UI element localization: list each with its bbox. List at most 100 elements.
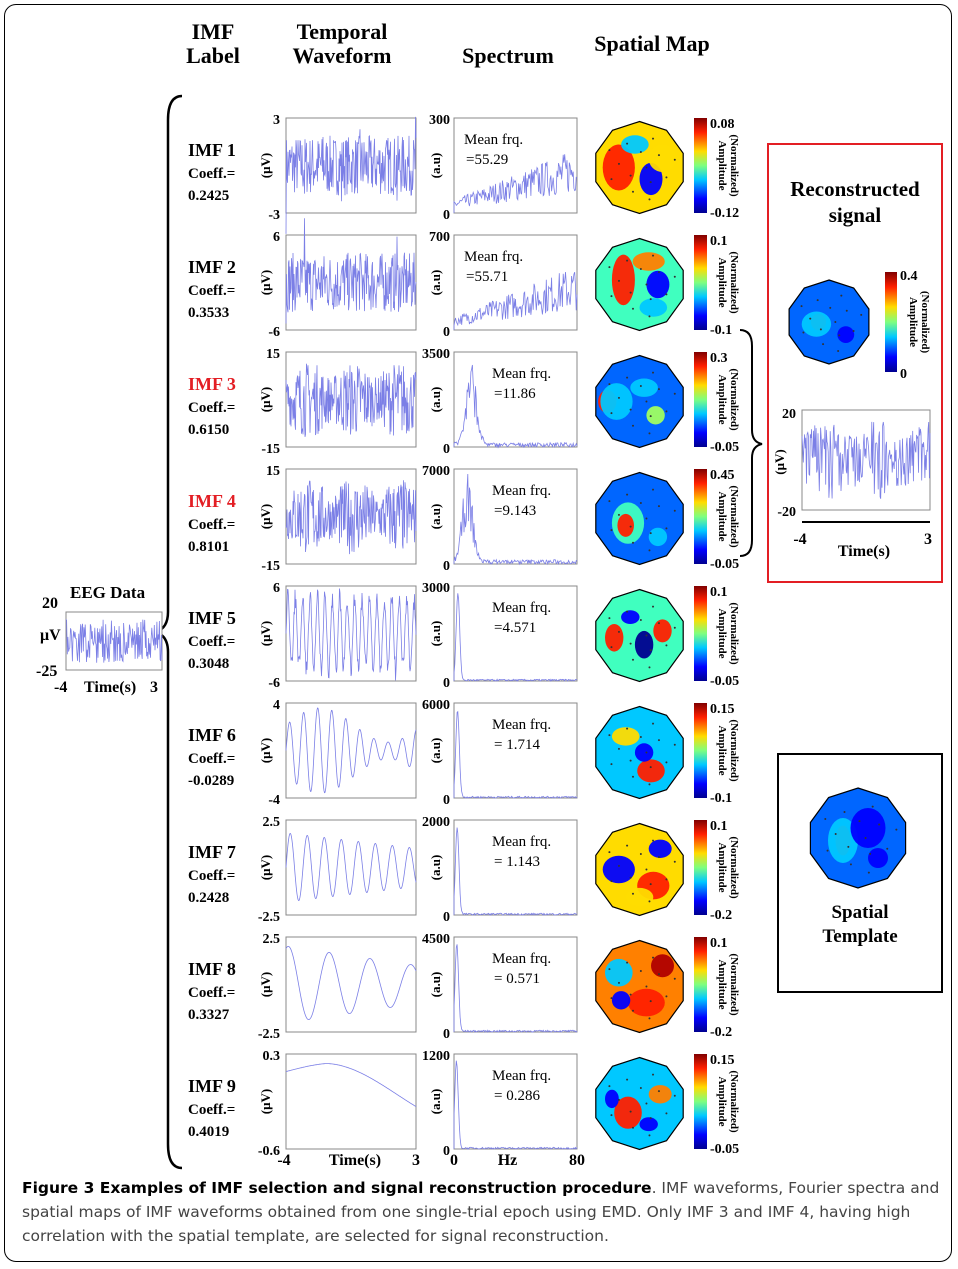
spectrum-box [453,585,578,682]
waveform-line [285,707,417,794]
colorbar-label: Amplitude [716,725,728,775]
imf-coeff-value: 0.8101 [188,539,229,555]
colorbar-min: -0.2 [710,1025,732,1040]
waveform-line [285,833,417,901]
reconstructed-cmin: 0 [900,367,907,382]
spectrum-unit: (a.u) [428,621,443,647]
imf-row: IMF 2 Coeff.= 0.3533 6 -6 (μV) 700 0 (a.u) Mean f… [188,218,740,340]
waveform-box [285,1053,417,1150]
reconstructed-map [788,279,870,365]
colorbar-min: -0.1 [710,323,732,338]
freq-axis-min: 0 [450,1152,458,1169]
imf-coeff-prefix: Coeff.= [188,517,235,533]
eeg-waveform [65,619,163,663]
reconstructed-colorbar-label: Amplitude [907,297,919,347]
waveform-ymin: -4 [268,793,280,808]
spectrum-unit: (a.u) [428,855,443,881]
imf-label: IMF 3 [188,374,236,394]
imf-coeff-prefix: Coeff.= [188,400,235,416]
imf-coeff-prefix: Coeff.= [188,1102,235,1118]
header-spectrum: Spectrum [462,43,554,68]
time-axis-max: 3 [412,1152,420,1169]
colorbar-max: 0.15 [710,702,735,717]
waveform-line [285,363,417,437]
imf-label: IMF 4 [188,491,236,511]
waveform-unit: (μV) [258,621,273,646]
spatial-template-title: Spatial [831,902,888,923]
imf-row: IMF 9 Coeff.= 0.4019 0.3 -0.6 (μV) 1200 0 (a.u) M… [188,1049,740,1159]
reconstructed-title: Reconstructed [790,177,920,201]
imf-label: IMF 7 [188,842,236,862]
mean-frequency-title: Mean frq. [492,834,551,850]
colorbar [694,586,707,681]
imf-row: IMF 1 Coeff.= 0.2425 3 -3 (μV) 300 0 (a.u) Mean f… [188,113,740,234]
spectrum-ymax: 3000 [422,581,450,596]
spectrum-unit: (a.u) [428,1089,443,1115]
imf-label: IMF 1 [188,140,236,160]
time-axis-label: Time(s) [329,1152,381,1169]
colorbar [694,820,707,915]
waveform-line [285,946,417,1020]
colorbar-max: 0.45 [710,468,735,483]
waveform-line [285,218,417,324]
colorbar-label-2: (Normalized) [728,485,740,548]
imf-label: IMF 5 [188,608,236,628]
waveform-unit: (μV) [258,270,273,295]
colorbar [694,352,707,447]
imf-row: IMF 8 Coeff.= 0.3327 2.5 -2.5 (μV) 4500 0 (a.u) M… [188,932,740,1042]
imf-coeff-prefix: Coeff.= [188,634,235,650]
colorbar-min: -0.2 [710,908,732,923]
imf-label: IMF 8 [188,959,236,979]
spatial-map [595,705,684,800]
waveform-ymax: 3 [273,113,280,128]
spectrum-ymin: 0 [443,559,450,574]
mean-frequency-title: Mean frq. [492,600,551,616]
spectrum-unit: (a.u) [428,153,443,179]
imf-coeff-value: 0.3533 [188,305,229,321]
imf-coeff-prefix: Coeff.= [188,751,235,767]
reconstructed-cmax: 0.4 [900,269,918,284]
waveform-ymin: -2.5 [258,910,280,925]
colorbar-min: -0.05 [710,557,739,572]
imf-coeff-value: 0.2425 [188,188,229,204]
spectrum-line [453,944,578,1033]
mean-frequency-value: = 1.714 [494,737,540,753]
colorbar [694,703,707,798]
spectrum-ymin: 0 [443,910,450,925]
waveform-unit: (μV) [258,504,273,529]
reconstructed-colorbar [885,272,897,372]
mean-frequency-value: =4.571 [494,620,536,636]
eeg-ymin: -25 [36,663,57,680]
colorbar-max: 0.08 [710,117,735,132]
mean-frequency-value: =55.71 [466,269,508,285]
mean-frequency-title: Mean frq. [492,1068,551,1084]
colorbar [694,469,707,564]
spectrum-ymin: 0 [443,325,450,340]
waveform-unit: (μV) [258,972,273,997]
waveform-unit: (μV) [258,855,273,880]
spectrum-ymax: 2000 [422,815,450,830]
spectrum-ymin: 0 [443,1144,450,1159]
colorbar-label: Amplitude [716,374,728,424]
spatial-template-map [809,787,907,889]
waveform-ymin: -15 [261,559,280,574]
header-spatial-map: Spatial Map [594,31,710,56]
eeg-xlabel: Time(s) [84,679,136,696]
imf-label: IMF 2 [188,257,236,277]
waveform-ymax: 2.5 [263,932,281,947]
colorbar [694,1054,707,1149]
imf-coeff-value: -0.0289 [188,773,234,789]
spectrum-ymin: 0 [443,676,450,691]
time-axis-min: -4 [277,1152,290,1169]
eeg-unit: μV [40,627,61,644]
colorbar [694,235,707,330]
imf-row: IMF 5 Coeff.= 0.3048 6 -6 (μV) 3000 0 (a.u) Mean … [188,581,740,691]
waveform-ymax: 6 [273,581,280,596]
spatial-map [595,1056,684,1151]
spectrum-unit: (a.u) [428,972,443,998]
waveform-ymin: -15 [261,442,280,457]
waveform-box [285,936,417,1033]
colorbar-label: Amplitude [716,491,728,541]
imf-row: IMF 7 Coeff.= 0.2428 2.5 -2.5 (μV) 2000 0 (a.u) M… [188,815,740,925]
